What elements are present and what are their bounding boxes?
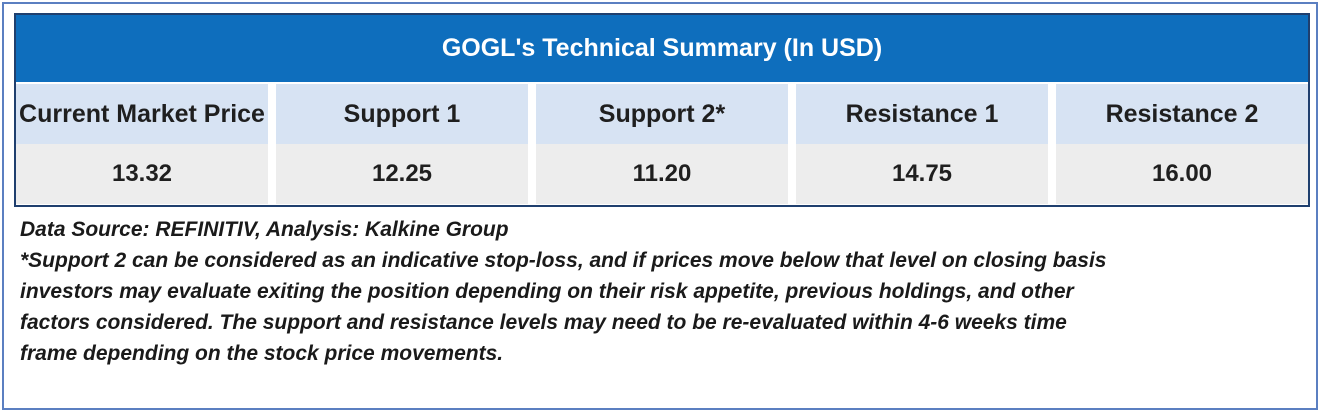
value-support-1: 12.25: [276, 144, 528, 204]
disclaimer-line-2: investors may evaluate exiting the posit…: [20, 280, 1074, 303]
value-resistance-1: 14.75: [796, 144, 1048, 204]
header-resistance-1: Resistance 1: [796, 84, 1048, 144]
disclaimer-line-1: *Support 2 can be considered as an indic…: [20, 249, 1107, 272]
value-row: 13.32 12.25 11.20 14.75 16.00: [16, 144, 1308, 204]
value-support-2: 11.20: [536, 144, 788, 204]
header-row: Current Market Price Support 1 Support 2…: [16, 84, 1308, 144]
header-support-2: Support 2*: [536, 84, 788, 144]
data-source-note: Data Source: REFINITIV, Analysis: Kalkin…: [20, 218, 509, 241]
disclaimer-line-3: factors considered. The support and resi…: [20, 311, 1067, 334]
table-title: GOGL's Technical Summary (In USD): [16, 15, 1308, 82]
header-resistance-2: Resistance 2: [1056, 84, 1308, 144]
summary-frame: GOGL's Technical Summary (In USD) Curren…: [2, 2, 1318, 410]
header-current-market-price: Current Market Price: [16, 84, 268, 144]
technical-summary-table: GOGL's Technical Summary (In USD) Curren…: [14, 13, 1310, 207]
notes-section: Data Source: REFINITIV, Analysis: Kalkin…: [20, 214, 1310, 369]
value-current-market-price: 13.32: [16, 144, 268, 204]
disclaimer-line-4: frame depending on the stock price movem…: [20, 342, 504, 365]
value-resistance-2: 16.00: [1056, 144, 1308, 204]
header-support-1: Support 1: [276, 84, 528, 144]
